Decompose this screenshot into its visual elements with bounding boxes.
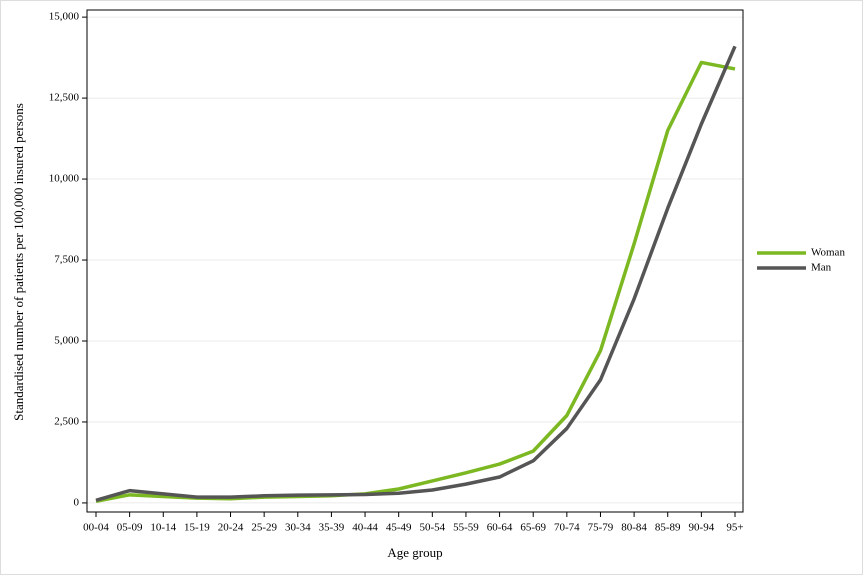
y-tick-label: 15,000 xyxy=(49,11,80,23)
x-axis-title: Age group xyxy=(387,545,442,560)
x-tick-label: 15-19 xyxy=(184,522,210,534)
y-tick-label: 7,500 xyxy=(54,254,79,266)
x-tick-label: 65-69 xyxy=(520,522,546,534)
x-tick-label: 60-64 xyxy=(487,522,513,534)
x-tick-label: 00-04 xyxy=(83,522,109,534)
y-tick-label: 0 xyxy=(74,496,80,508)
x-tick-label: 35-39 xyxy=(319,522,345,534)
y-tick-label: 12,500 xyxy=(49,92,80,104)
x-tick-label: 20-24 xyxy=(218,522,244,534)
legend-label: Man xyxy=(811,262,832,274)
x-tick-label: 75-79 xyxy=(588,522,614,534)
line xyxy=(95,45,737,503)
x-tick-label: 85-89 xyxy=(655,522,681,534)
x-tick-label: 55-59 xyxy=(453,522,479,534)
x-tick-label: 95+ xyxy=(726,522,743,534)
x-tick-label: 10-14 xyxy=(150,522,176,534)
plot-frame xyxy=(86,9,744,513)
y-tick-label: 5,000 xyxy=(54,335,79,347)
x-tick-label: 70-74 xyxy=(554,522,580,534)
x-tick-label: 45-49 xyxy=(386,522,412,534)
x-tick-label: 05-09 xyxy=(117,522,143,534)
x-tick-label: 80-84 xyxy=(621,522,647,534)
y-tick-label: 2,500 xyxy=(54,415,79,427)
x-tick-label: 40-44 xyxy=(352,522,378,534)
legend-label: Woman xyxy=(811,247,845,259)
x-tick-label: 25-29 xyxy=(251,522,277,534)
x-tick-label: 90-94 xyxy=(689,522,715,534)
y-axis-title: Standardised number of patients per 100,… xyxy=(11,103,26,421)
x-tick-label: 30-34 xyxy=(285,522,311,534)
y-tick-label: 10,000 xyxy=(49,173,80,185)
x-tick-label: 50-54 xyxy=(419,522,445,534)
